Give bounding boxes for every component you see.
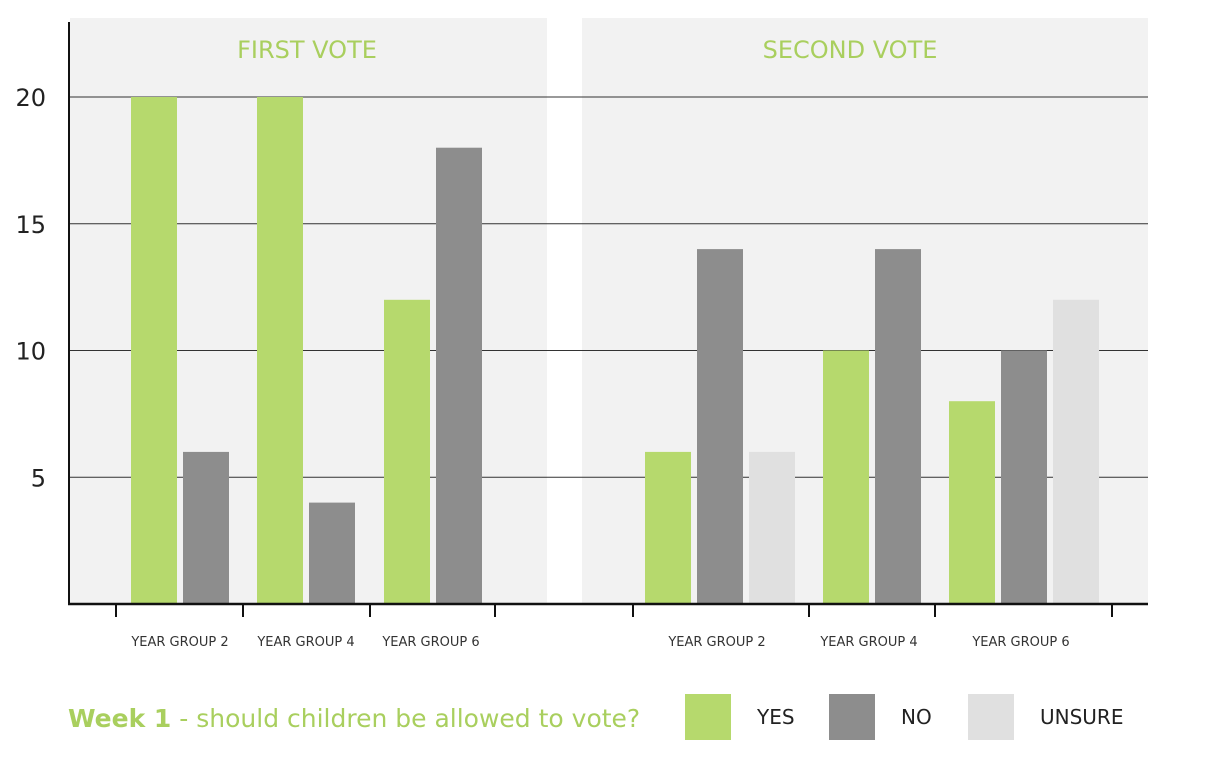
bars	[131, 97, 1099, 604]
caption-week: Week 1	[68, 704, 172, 733]
bar-2-yes-2	[823, 350, 869, 604]
legend-label-yes: YES	[757, 705, 795, 729]
y-tick-label-5: 5	[31, 464, 46, 492]
x-tick-label-1-2: YEAR GROUP 4	[256, 635, 354, 650]
x-tick-label-1-3: YEAR GROUP 6	[381, 635, 479, 650]
bar-2-no-2	[875, 249, 921, 604]
x-tick-label-2-2: YEAR GROUP 4	[819, 635, 917, 650]
x-tick-label-2-1: YEAR GROUP 2	[667, 635, 765, 650]
legend-label-no: NO	[901, 705, 932, 729]
legend-swatch-yes	[685, 694, 731, 740]
bar-2-yes-1	[645, 451, 691, 604]
bar-1-yes-3	[384, 299, 430, 604]
panel-title-2: SECOND VOTE	[763, 36, 938, 64]
x-tick-label-2-3: YEAR GROUP 6	[971, 635, 1069, 650]
bar-2-unsure-3	[1053, 299, 1099, 604]
y-tick-label-20: 20	[15, 84, 46, 112]
x-tick-label-1-1: YEAR GROUP 2	[130, 635, 228, 650]
legend-label-unsure: UNSURE	[1040, 705, 1124, 729]
bar-2-yes-3	[949, 401, 995, 604]
bar-1-no-1	[183, 451, 229, 604]
bar-1-yes-1	[131, 97, 177, 604]
bar-2-unsure-1	[749, 451, 795, 604]
panel-title-1: FIRST VOTE	[237, 36, 377, 64]
grouped-bar-chart: 5 10 15 20 FIRST VOTE YEAR GROUP 2 YEAR GROUP …	[15, 18, 1148, 650]
bar-2-no-1	[697, 249, 743, 604]
bar-1-no-2	[309, 502, 355, 604]
bar-1-yes-2	[257, 97, 303, 604]
chart-footer: Week 1 - should children be allowed to v…	[0, 680, 1206, 760]
axes	[68, 22, 1148, 617]
legend-swatch-unsure	[968, 694, 1014, 740]
bar-1-no-3	[436, 147, 482, 604]
chart-caption: Week 1 - should children be allowed to v…	[68, 704, 640, 733]
y-tick-label-15: 15	[15, 211, 46, 239]
chart-labels: 5 10 15 20 FIRST VOTE YEAR GROUP 2 YEAR GROUP …	[15, 36, 1069, 650]
legend-swatch-no	[829, 694, 875, 740]
bar-2-no-3	[1001, 350, 1047, 604]
caption-question: - should children be allowed to vote?	[171, 704, 641, 733]
y-tick-label-10: 10	[15, 338, 46, 366]
